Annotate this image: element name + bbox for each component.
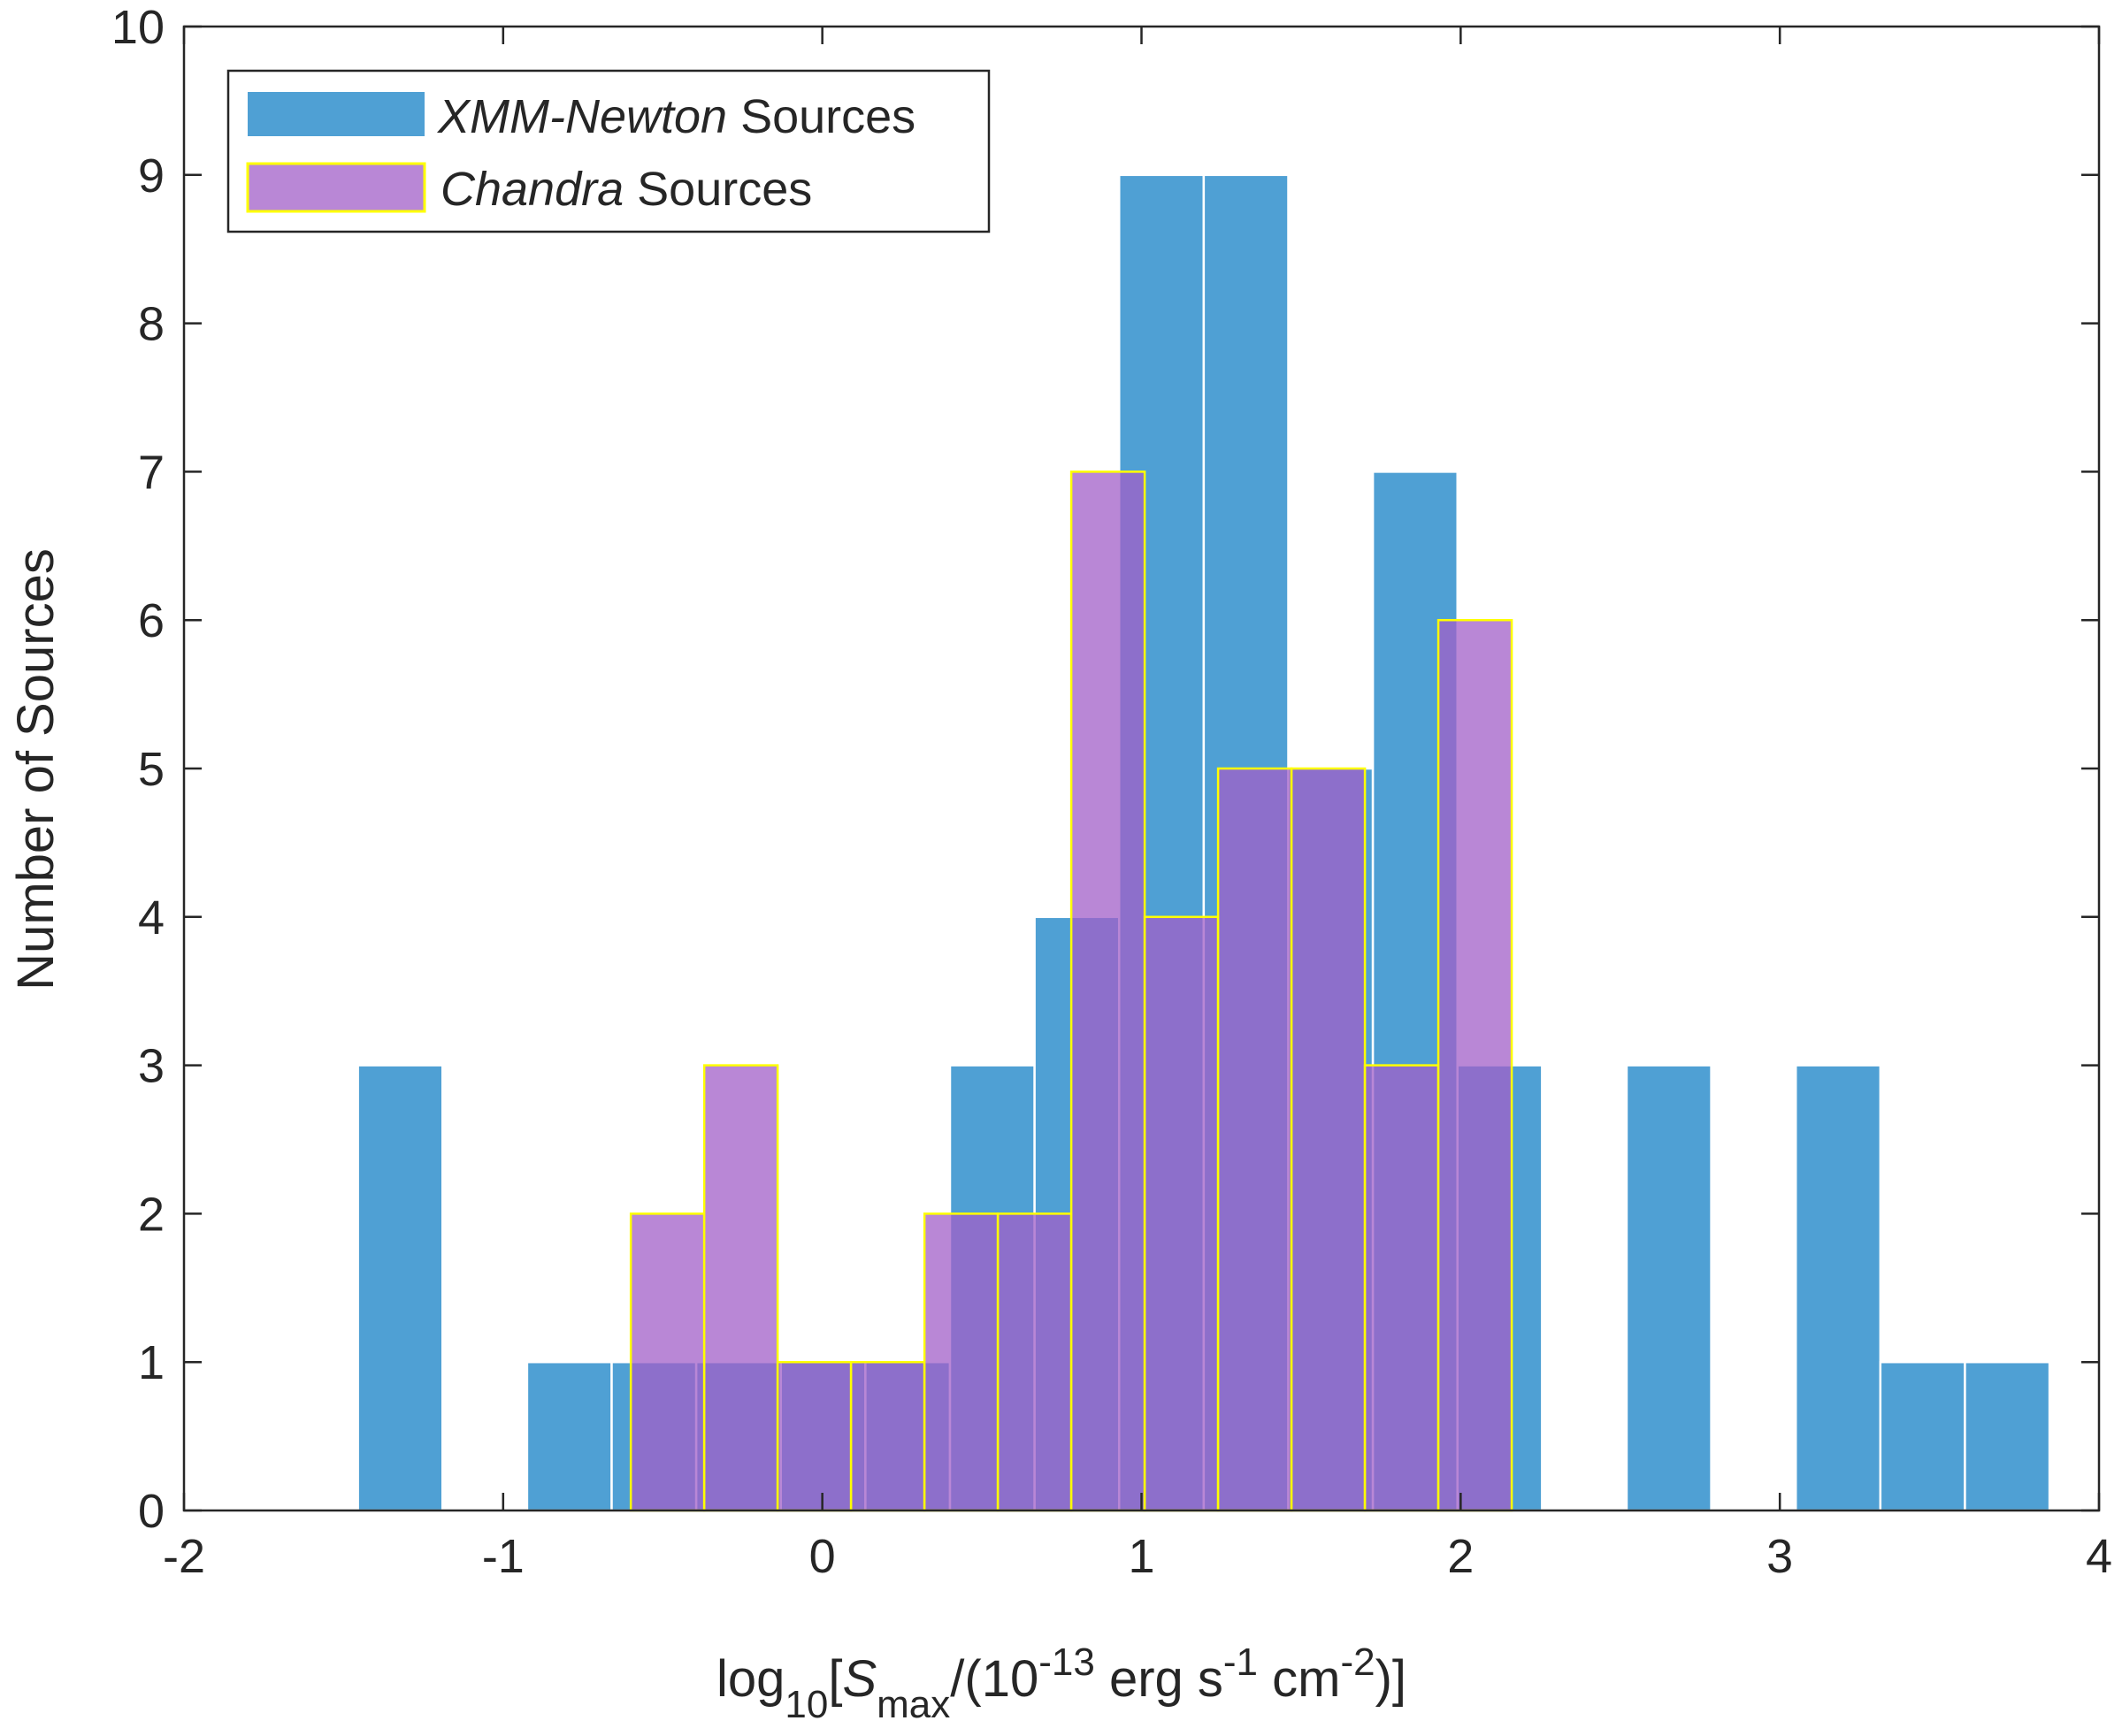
bar-chandra-9 — [1290, 767, 1367, 1512]
bar-chandra-0 — [629, 1212, 706, 1512]
x-axis-title-close: )] — [1375, 1650, 1406, 1708]
chandra-bars — [629, 470, 1513, 1512]
y-tick-label-9: 9 — [138, 149, 165, 203]
y-axis-title: Number of Sources — [7, 548, 65, 990]
legend-label-chandra: Chandra Sources — [440, 163, 812, 216]
bar-chandra-8 — [1216, 767, 1293, 1512]
bar-xmm-newton-16 — [1964, 1360, 2051, 1512]
y-tick-label-7: 7 — [138, 446, 165, 499]
bar-chandra-2 — [776, 1360, 853, 1512]
x-axis-title-open: [ — [828, 1650, 842, 1708]
bar-chandra-4 — [923, 1212, 1000, 1512]
legend-label-xmm-newton: XMM-Newton Sources — [436, 90, 915, 143]
x-axis-title-unit2: cm — [1258, 1650, 1340, 1708]
y-tick-label-3: 3 — [138, 1040, 165, 1093]
x-axis-title-mid: /(10 — [950, 1650, 1038, 1708]
bar-xmm-newton-14 — [1794, 1064, 1882, 1512]
bar-xmm-newton-15 — [1879, 1360, 1966, 1512]
bar-chandra-10 — [1363, 1064, 1440, 1512]
bar-xmm-newton-0 — [356, 1064, 444, 1512]
x-tick-label-1: -1 — [482, 1530, 525, 1583]
x-tick-label-0: -2 — [163, 1530, 205, 1583]
bar-chandra-5 — [996, 1212, 1073, 1512]
x-axis-title-exp2: -1 — [1223, 1640, 1258, 1684]
x-axis-title-symbol-sub: max — [877, 1683, 950, 1726]
y-tick-label-6: 6 — [138, 594, 165, 647]
x-tick-label-4: 2 — [1447, 1530, 1474, 1583]
x-axis-title-log-sub: 10 — [785, 1683, 828, 1726]
bar-chandra-1 — [702, 1064, 779, 1512]
x-axis-title-exp1: -13 — [1038, 1640, 1095, 1684]
bar-chandra-7 — [1143, 915, 1220, 1512]
y-tick-label-0: 0 — [138, 1485, 165, 1538]
y-tick-label-2: 2 — [138, 1188, 165, 1241]
legend: XMM-Newton Sources Chandra Sources — [226, 69, 991, 233]
bar-xmm-newton-1 — [525, 1360, 613, 1512]
legend-swatch-xmm-newton — [248, 92, 425, 136]
y-tick-label-5: 5 — [138, 743, 165, 796]
x-tick-label-3: 1 — [1128, 1530, 1154, 1583]
x-axis-title-exp3: -2 — [1340, 1640, 1375, 1684]
bar-xmm-newton-13 — [1625, 1064, 1712, 1512]
y-tick-label-4: 4 — [138, 891, 165, 944]
x-axis-title: log10[Smax/(10-13 erg s-1 cm-2)] — [716, 1640, 1406, 1726]
ticks: -2 -1 0 1 2 3 4 0 1 2 3 4 5 6 7 8 9 10 — [111, 1, 2112, 1583]
bar-chandra-6 — [1069, 470, 1146, 1512]
bar-chandra-3 — [849, 1360, 926, 1512]
bar-chandra-11 — [1436, 618, 1513, 1512]
y-tick-label-10: 10 — [111, 1, 165, 54]
x-tick-label-5: 3 — [1766, 1530, 1793, 1583]
x-axis-title-symbol: S — [842, 1650, 877, 1708]
legend-swatch-chandra — [246, 162, 426, 213]
x-axis-title-unit1: erg s — [1095, 1650, 1223, 1708]
y-tick-label-8: 8 — [138, 298, 165, 351]
x-axis-title-log: log — [716, 1650, 785, 1708]
y-tick-label-1: 1 — [138, 1336, 165, 1389]
x-tick-label-6: 4 — [2086, 1530, 2112, 1583]
x-tick-label-2: 0 — [809, 1530, 836, 1583]
